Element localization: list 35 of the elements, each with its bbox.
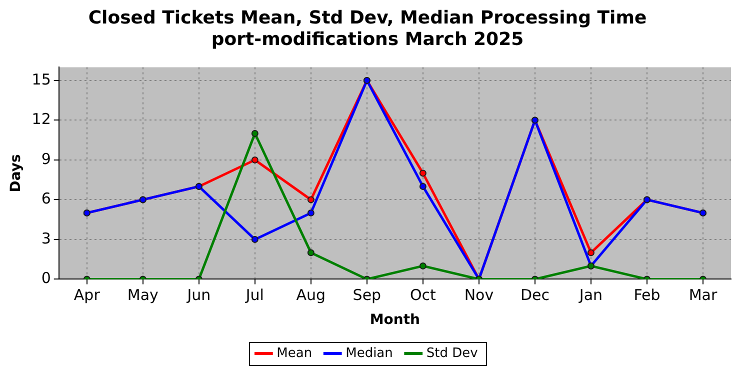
chart-title: Closed Tickets Mean, Std Dev, Median Processing Time	[88, 7, 647, 28]
x-tick-label: Apr	[74, 286, 101, 304]
x-tick-label: Dec	[520, 286, 550, 304]
y-tick-label: 6	[41, 190, 51, 208]
x-tick-label: Oct	[410, 286, 436, 304]
point	[251, 130, 258, 137]
legend-label: Std Dev	[426, 346, 478, 361]
x-tick-label: May	[127, 286, 159, 304]
y-axis-title: Days	[8, 154, 24, 192]
y-tick-label: 15	[32, 70, 51, 88]
point	[307, 249, 314, 256]
x-tick-label: Nov	[464, 286, 494, 304]
point	[307, 196, 314, 204]
x-tick-label: Mar	[688, 286, 718, 304]
x-tick-label: Sep	[352, 286, 382, 304]
legend-label: Median	[346, 346, 393, 361]
point	[307, 209, 314, 216]
legend-label: Mean	[276, 346, 312, 361]
x-tick-label: Feb	[634, 286, 660, 304]
y-tick-label: 9	[41, 150, 51, 168]
x-tick-label: Aug	[296, 286, 326, 304]
x-axis-title: Month	[370, 312, 420, 328]
point	[419, 170, 426, 177]
point	[587, 249, 594, 256]
point	[419, 182, 426, 190]
x-tick-label: Jul	[244, 286, 264, 304]
point	[251, 156, 258, 164]
y-tick-label: 0	[41, 269, 51, 288]
x-tick-label: Jun	[186, 286, 211, 304]
x-tick-label: Jan	[578, 286, 603, 304]
y-tick-label: 12	[32, 110, 51, 128]
point	[419, 262, 426, 270]
y-tick-label: 3	[41, 229, 51, 248]
chart-subtitle: port-modifications March 2025	[211, 29, 524, 50]
point	[251, 236, 258, 243]
